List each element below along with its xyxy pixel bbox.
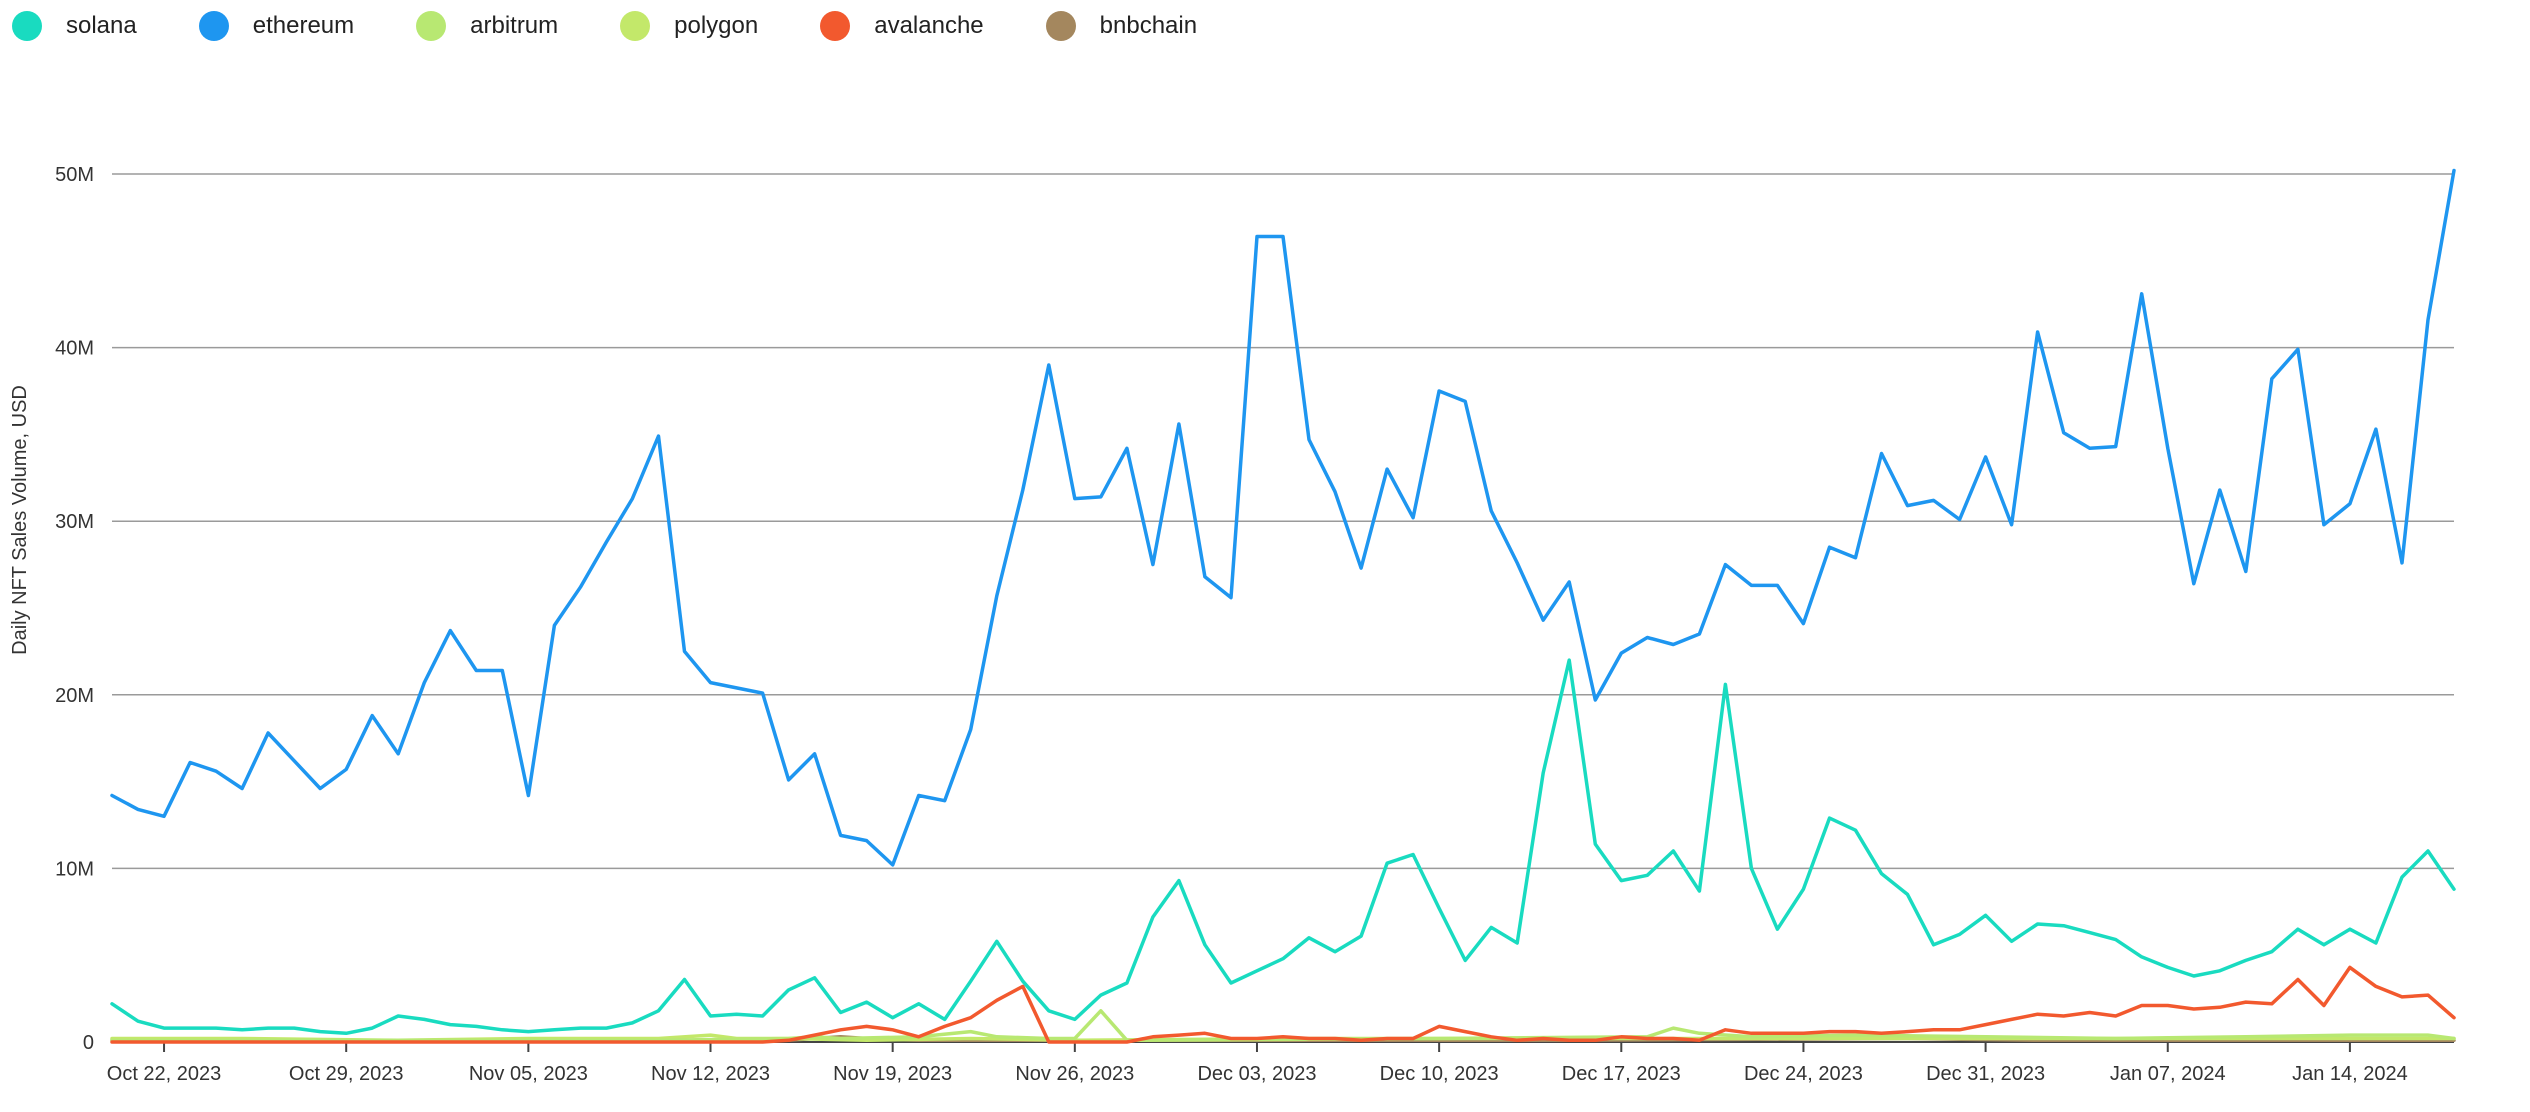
x-tick-label: Dec 24, 2023 [1744,1063,1863,1085]
legend-item-solana[interactable]: solana [12,11,137,41]
y-tick-label: 40M [55,338,94,360]
legend-label: polygon [674,12,759,39]
series-lines [110,168,2456,1044]
legend-swatch [416,11,447,41]
series-line-avalanche[interactable] [110,965,2456,1044]
y-tick-label: 0 [83,1032,94,1054]
y-axis-label: Daily NFT Sales Volume, USD [9,385,31,655]
x-tick-label: Nov 26, 2023 [1015,1063,1134,1085]
legend-label: arbitrum [470,12,559,39]
x-tick-label: Nov 05, 2023 [469,1063,588,1085]
x-tick-label: Oct 22, 2023 [107,1063,222,1085]
chart-legend: solana ethereum arbitrum polygon avalanche bn… [12,6,1259,46]
legend-label: bnbchain [1099,12,1198,39]
x-tick-label: Nov 19, 2023 [833,1063,952,1085]
series-line-arbitrum[interactable] [110,1009,2456,1043]
legend-swatch [12,11,42,41]
legend-item-polygon[interactable]: polygon [620,11,758,41]
y-tick-label: 10M [55,858,94,880]
x-tick-label: Dec 17, 2023 [1562,1063,1681,1085]
legend-item-arbitrum[interactable]: arbitrum [416,11,558,41]
series-line-ethereum[interactable] [110,168,2456,867]
y-tick-label: 50M [55,164,94,186]
x-tick-label: Dec 10, 2023 [1380,1063,1499,1085]
legend-item-avalanche[interactable]: avalanche [820,11,984,41]
series-line-solana[interactable] [110,658,2456,1036]
y-tick-label: 30M [55,511,94,533]
grid-lines [112,173,2454,1043]
x-tick-label: Jan 07, 2024 [2110,1063,2226,1085]
x-axis-ticks: Oct 22, 2023 Oct 29, 2023 Nov 05, 2023 Nov … [107,1042,2408,1085]
legend-swatch [820,11,851,41]
legend-item-bnbchain[interactable]: bnbchain [1045,11,1198,41]
y-axis-ticks: 0 10M 20M 30M 40M 50M [55,164,94,1054]
x-tick-label: Oct 29, 2023 [289,1063,404,1085]
legend-label: avalanche [874,12,984,39]
x-tick-label: Dec 03, 2023 [1197,1063,1316,1085]
x-tick-label: Nov 12, 2023 [651,1063,770,1085]
legend-swatch [620,11,651,41]
legend-label: solana [66,12,137,39]
x-tick-label: Jan 14, 2024 [2292,1063,2408,1085]
legend-label: ethereum [252,12,355,39]
legend-swatch [1045,11,1076,41]
legend-item-ethereum[interactable]: ethereum [198,11,355,41]
legend-swatch [198,11,229,41]
y-tick-label: 20M [55,685,94,707]
x-tick-label: Dec 31, 2023 [1926,1063,2045,1085]
